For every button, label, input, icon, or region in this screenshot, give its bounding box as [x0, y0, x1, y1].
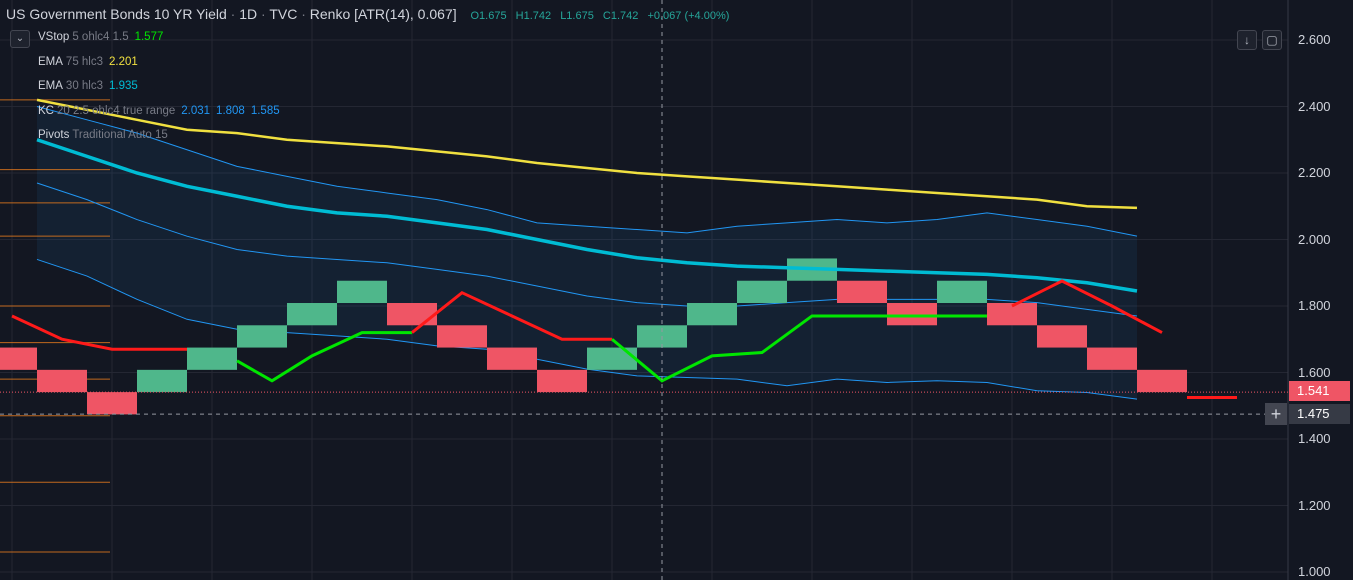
open-value: O1.675: [470, 10, 507, 22]
last-price-tag: 1.541: [1289, 381, 1350, 401]
kc-upper-line: [36, 106, 1138, 237]
legend-name: VStop: [38, 31, 70, 43]
legend-item-vstop[interactable]: VStop 5 ohlc4 1.5 1.577: [38, 31, 163, 43]
renko-brick-up: [137, 369, 187, 393]
axis-tick-label: 1.000: [1298, 564, 1331, 579]
arrow-down-icon[interactable]: ↓: [1237, 30, 1257, 50]
legend-name: EMA: [38, 55, 63, 68]
change-value: +0.067 (+4.00%): [647, 10, 730, 22]
renko-brick-down: [537, 369, 587, 393]
legend-name: EMA: [38, 80, 63, 92]
axis-tick-label: 2.000: [1298, 231, 1331, 247]
renko-brick-down: [0, 347, 37, 370]
legend-value: 1.585: [250, 104, 280, 117]
renko-brick-up: [337, 280, 387, 304]
renko-brick-up: [237, 325, 287, 348]
vstop-lines: [11, 279, 1237, 399]
kc-band: [37, 106, 1137, 400]
renko-brick-down: [1137, 369, 1187, 393]
ohlc-values: O1.675 H1.742 L1.675 C1.742 +0.067 (+4.0…: [470, 10, 735, 22]
ema75-line: [36, 98, 1138, 210]
legend-name: Pivots: [38, 129, 70, 141]
ema30-line: [36, 138, 1138, 293]
high-value: H1.742: [515, 10, 552, 22]
kc-band-fill: [37, 106, 1137, 400]
legend-params: 20 2.5 ohlc4 true range: [56, 104, 176, 117]
vstop-up-line: [236, 331, 412, 383]
crosshair-price-tag: 1.475: [1289, 404, 1350, 424]
legend-params: 5 ohlc4 1.5: [72, 31, 129, 43]
renko-brick-down: [387, 303, 437, 326]
legend-value: 2.031: [181, 104, 211, 117]
vstop-down-line: [11, 314, 187, 351]
renko-brick-down: [987, 303, 1037, 326]
fullscreen-icon[interactable]: ▢: [1262, 30, 1282, 50]
renko-brick-down: [87, 392, 137, 415]
legend-value: 2.201: [109, 55, 138, 68]
axis-tick-label: 1.200: [1298, 497, 1331, 513]
renko-bricks: [0, 258, 1187, 415]
axis-tick-label: 2.400: [1298, 98, 1331, 114]
legend-value: 1.808: [216, 104, 245, 117]
chart-header: US Government Bonds 10 YR Yield · 1D · T…: [6, 6, 735, 22]
vstop-up-line: [611, 314, 987, 383]
renko-brick-down: [887, 303, 937, 326]
vstop-down-line: [1011, 279, 1163, 334]
legend-params: Traditional Auto 15: [72, 129, 168, 141]
legend-value: 1.577: [134, 31, 164, 43]
renko-brick-up: [937, 280, 987, 304]
interval-label[interactable]: 1D: [239, 6, 258, 22]
close-value: C1.742: [602, 10, 639, 22]
axis-tick-label: 1.800: [1298, 298, 1331, 313]
renko-brick-up: [587, 347, 637, 370]
legend-item-pivots[interactable]: Pivots Traditional Auto 15: [38, 129, 168, 141]
vstop-down-line: [411, 290, 612, 341]
chart-type-label[interactable]: Renko [ATR(14), 0.067]: [309, 6, 457, 22]
legend-name: KC: [38, 104, 54, 117]
low-value: L1.675: [560, 10, 594, 22]
legend-value: 1.935: [109, 80, 138, 92]
symbol-title[interactable]: US Government Bonds 10 YR Yield: [6, 6, 227, 22]
renko-brick-up: [287, 303, 337, 326]
renko-brick-down: [837, 280, 887, 304]
grid: [0, 0, 1289, 580]
renko-brick-down: [1037, 325, 1087, 348]
legend-params: 75 hlc3: [65, 55, 104, 68]
renko-brick-down: [437, 325, 487, 348]
axis-tick-label: 1.600: [1298, 364, 1331, 380]
plus-icon[interactable]: +: [1265, 403, 1287, 425]
legend-item-ema[interactable]: EMA 30 hlc3 1.935: [38, 80, 138, 92]
legend-item-ema[interactable]: EMA 75 hlc3 2.201: [38, 56, 138, 68]
renko-brick-down: [487, 347, 537, 370]
ema-lines: [36, 98, 1138, 293]
axis-tick-label: 1.400: [1298, 431, 1331, 446]
crosshair-and-price-lines: [0, 0, 1288, 580]
source-label: TVC: [269, 6, 298, 22]
renko-brick-up: [737, 280, 787, 304]
renko-brick-up: [687, 303, 737, 326]
axis-tick-label: 2.600: [1298, 32, 1331, 47]
legend-params: 30 hlc3: [65, 80, 104, 92]
axis-tick-label: 2.200: [1298, 165, 1331, 180]
renko-brick-down: [37, 369, 87, 393]
chevron-down-icon[interactable]: ⌄: [10, 30, 30, 48]
legend-item-kc[interactable]: KC 20 2.5 ohlc4 true range 2.031 1.808 1.585: [38, 105, 280, 117]
renko-brick-down: [1087, 347, 1137, 370]
renko-brick-up: [187, 347, 237, 370]
